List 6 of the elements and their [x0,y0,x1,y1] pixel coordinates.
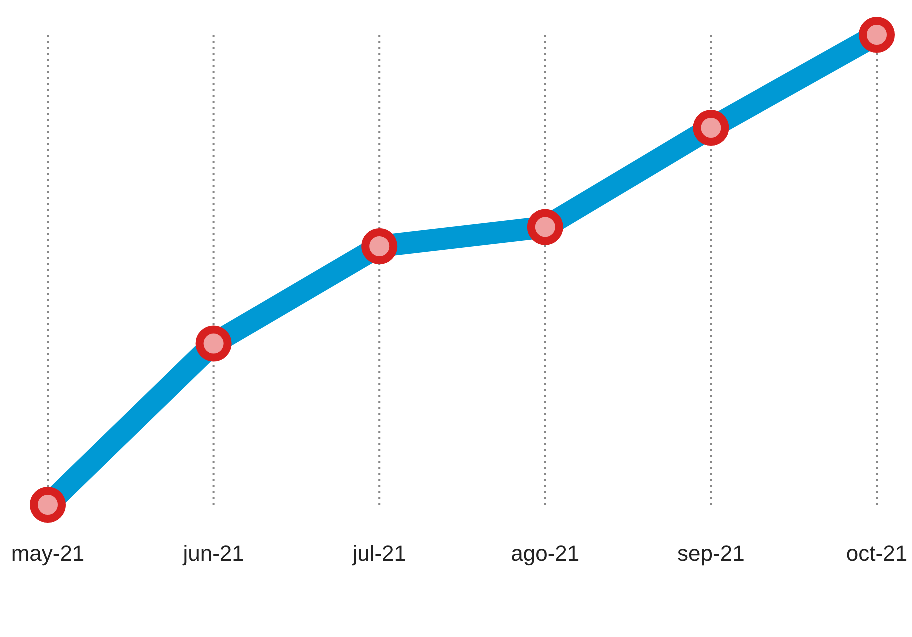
x-tick-label: sep-21 [678,541,745,566]
x-tick-label: oct-21 [846,541,908,566]
x-tick-label: jul-21 [352,541,407,566]
x-tick-label: may-21 [11,541,85,566]
x-tick-label: jun-21 [182,541,244,566]
x-tick-label: ago-21 [511,541,580,566]
